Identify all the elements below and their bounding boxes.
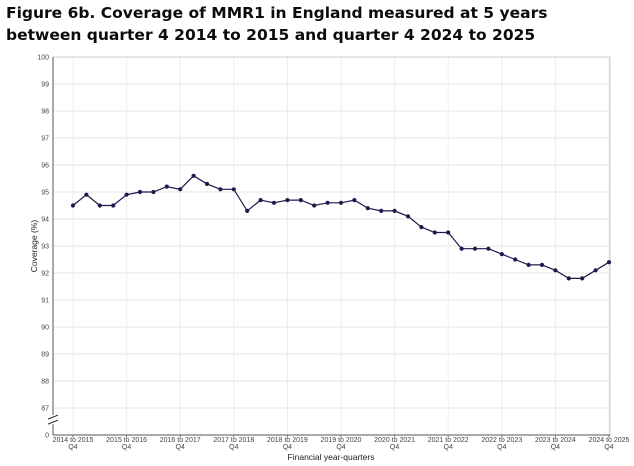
data-point <box>285 198 290 203</box>
data-point <box>513 257 518 262</box>
x-tick-sublabel: Q4 <box>604 444 613 451</box>
y-tick-label: 91 <box>41 298 49 305</box>
data-point <box>325 200 330 205</box>
y-tick-label: 94 <box>41 217 49 224</box>
data-point <box>245 208 250 213</box>
data-point <box>526 262 531 267</box>
data-point <box>499 252 504 257</box>
axes <box>47 56 611 438</box>
data-point <box>218 187 223 192</box>
data-point <box>204 181 210 186</box>
gridlines <box>53 56 610 435</box>
data-point <box>231 187 236 192</box>
x-tick-sublabel: Q4 <box>336 444 345 451</box>
x-tick-sublabel: Q4 <box>444 444 453 451</box>
x-tick-sublabel: Q4 <box>229 444 238 451</box>
data-point <box>553 268 558 273</box>
data-point <box>392 208 397 213</box>
data-point <box>124 192 129 197</box>
y-tick-label: 92 <box>41 271 49 278</box>
y-tick-label: 87 <box>41 406 49 413</box>
x-tick-sublabel: Q4 <box>176 444 185 451</box>
axis-break-mark <box>47 414 59 420</box>
x-tick-sublabel: Q4 <box>283 444 292 451</box>
y-tick-label: 97 <box>41 136 49 143</box>
data-point <box>446 230 451 235</box>
data-point <box>70 203 76 208</box>
data-point <box>593 268 598 273</box>
x-tick-label: 2019 to 2020 <box>321 437 362 444</box>
y-tick-label: 99 <box>41 82 49 89</box>
data-point <box>352 198 357 203</box>
x-tick-label: 2018 to 2019 <box>267 437 308 444</box>
axis-break-mark <box>47 419 59 425</box>
axis-break-mask <box>48 415 58 425</box>
data-point <box>84 192 89 197</box>
y-tick-label: 0 <box>45 433 49 440</box>
data-point <box>191 173 196 178</box>
y-tick-label: 88 <box>41 379 49 386</box>
data-point <box>111 203 116 208</box>
data-point <box>472 246 478 251</box>
data-point <box>365 206 370 211</box>
x-axis-title: Financial year-quarters <box>288 452 375 462</box>
data-point <box>97 203 102 208</box>
x-tick-label: 2020 to 2021 <box>374 437 415 444</box>
x-tick-sublabel: Q4 <box>68 444 77 451</box>
chart-title: Figure 6b. Coverage of MMR1 in England m… <box>6 4 548 44</box>
data-point <box>151 189 156 195</box>
x-tick-sublabel: Q4 <box>122 444 131 451</box>
x-tick-sublabel: Q4 <box>390 444 399 451</box>
data-point <box>419 225 424 230</box>
y-axis-title: Coverage (%) <box>29 220 39 273</box>
data-point <box>312 203 317 208</box>
x-tick-sublabel: Q4 <box>497 444 506 451</box>
data-point <box>258 198 263 203</box>
y-tick-label: 95 <box>41 190 49 197</box>
x-tick-label: 2021 to 2022 <box>428 437 469 444</box>
x-tick-sublabel: Q4 <box>551 444 560 451</box>
data-point <box>271 200 277 205</box>
y-tick-label: 100 <box>37 55 49 62</box>
x-tick-label: 2022 to 2023 <box>481 437 522 444</box>
y-tick-label: 96 <box>41 163 49 170</box>
data-point <box>432 230 437 235</box>
data-point <box>298 198 303 203</box>
x-tick-label: 2024 to 2025 <box>589 437 630 444</box>
y-tick-label: 98 <box>41 109 49 116</box>
y-tick-label: 93 <box>41 244 49 251</box>
data-point <box>580 276 585 281</box>
y-tick-label: 89 <box>41 352 49 359</box>
x-tick-label: 2023 to 2024 <box>535 437 576 444</box>
tick-labels: 0 87 88 89 90 91 92 93 94 95 96 97 98 99 100 2014 to 20… <box>37 55 629 452</box>
data-point <box>379 208 384 213</box>
x-tick-label: 2014 to 2015 <box>53 437 94 444</box>
data-point <box>539 262 545 267</box>
data-point <box>164 184 169 189</box>
data-point <box>338 200 344 205</box>
data-point <box>566 276 571 281</box>
data-point <box>178 187 183 192</box>
data-point <box>606 260 612 265</box>
coverage-series <box>70 173 612 281</box>
x-tick-label: 2017 to 2018 <box>213 437 254 444</box>
data-point <box>137 189 143 195</box>
y-tick-label: 90 <box>41 325 49 332</box>
x-tick-label: 2015 to 2016 <box>106 437 147 444</box>
data-point <box>459 246 464 251</box>
data-point <box>486 246 491 251</box>
x-tick-label: 2016 to 2017 <box>160 437 201 444</box>
data-point <box>405 214 411 219</box>
